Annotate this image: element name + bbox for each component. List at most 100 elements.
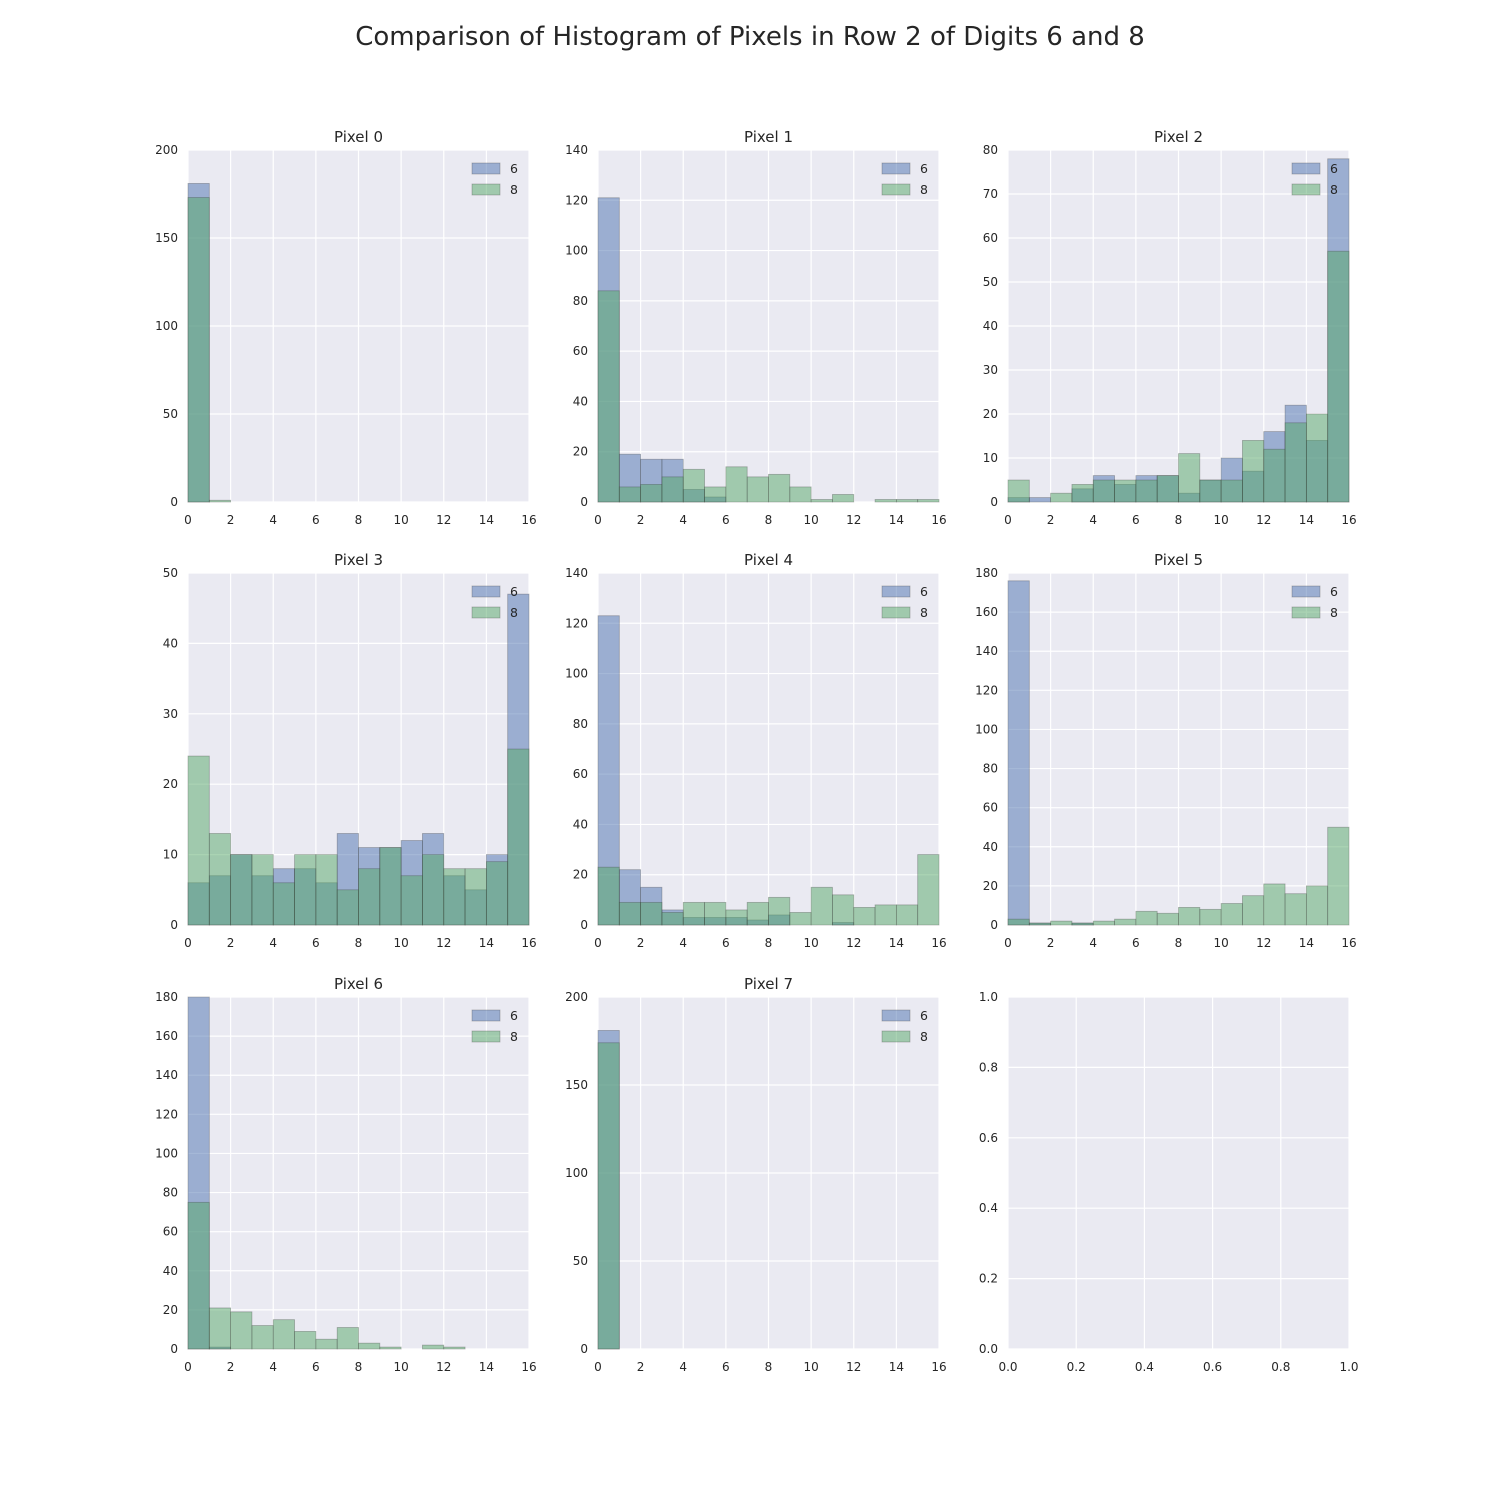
y-tick-label: 60 [163,1225,178,1239]
bar-series-8 [768,896,791,926]
bar-series-8 [187,197,210,503]
subplot-6: 0 2 4 6 8 10 12 14 16020406080100120140160180Pix… [155,975,537,1374]
legend: 68 [881,1008,928,1044]
y-tick-label: 50 [573,1254,588,1268]
bar-series-8 [832,494,855,503]
bar-series-8 [1263,883,1286,926]
x-tick-label: 0 [184,936,192,950]
bar-series-8 [1114,479,1137,503]
subplot-title: Pixel 7 [744,975,793,993]
bar-series-8 [1199,479,1222,503]
x-tick-label: 14 [479,1360,494,1374]
bar-series-8 [917,854,940,926]
y-tick-label: 0 [580,918,588,932]
bar-series-8 [1305,413,1329,503]
bar-series-8 [443,868,466,926]
legend: 68 [1291,584,1338,620]
legend-label-6: 6 [510,584,518,599]
x-tick-label: 0 [1004,936,1012,950]
legend-swatch-6 [881,162,911,175]
legend-label-6: 6 [1330,584,1338,599]
subplot-5: 0 2 4 6 8 10 12 14 16020406080100120140160180Pix… [975,551,1357,950]
y-tick-label: 40 [983,319,998,333]
bar-series-8 [272,882,295,926]
x-tick-label: 14 [1299,513,1314,527]
bar-series-8 [443,1346,466,1350]
bar-series-8 [422,854,445,926]
bar-series-8 [640,483,663,503]
bar-series-8 [682,901,705,926]
bar-series-8 [597,866,620,926]
y-tick-label: 40 [983,840,998,854]
y-tick-label: 0.8 [979,1060,998,1074]
y-tick-label: 80 [573,717,588,731]
bar-series-8 [358,1342,381,1350]
bar-series-8 [725,466,748,503]
legend-swatch-8 [881,183,911,196]
legend-label-8: 8 [920,182,928,197]
x-tick-label: 2 [637,1360,645,1374]
bar-series-8 [400,875,423,926]
y-tick-label: 140 [565,143,588,157]
x-tick-label: 0 [1004,513,1012,527]
x-tick-label: 12 [1256,936,1271,950]
x-tick-label: 0.4 [1135,1360,1154,1374]
bar-series-8 [640,901,663,926]
x-tick-label: 8 [765,1360,773,1374]
y-tick-label: 150 [155,231,178,245]
y-tick-label: 60 [983,801,998,815]
x-tick-label: 8 [765,513,773,527]
bar-series-8 [208,499,232,503]
subplot-8: 0.0 0.2 0.4 0.6 0.8 1.0 0.0 0.2 0.4 0.6 0.8 1.0 [979,990,1359,1374]
legend: 68 [881,584,928,620]
x-tick-label: 0 [594,513,602,527]
x-tick-label: 2 [1047,513,1055,527]
x-tick-label: 2 [227,936,235,950]
legend-label-8: 8 [1330,605,1338,620]
x-tick-label: 0 [184,513,192,527]
bar-series-8 [1199,908,1222,926]
x-tick-label: 12 [846,936,861,950]
bar-series-6 [1028,497,1052,503]
x-tick-label: 14 [1299,936,1314,950]
bar-series-8 [1284,422,1307,503]
bar-series-8 [746,476,769,503]
x-tick-label: 10 [1213,936,1228,950]
legend-swatch-6 [471,585,501,598]
legend-swatch-8 [471,1030,501,1043]
bar-series-8 [810,499,833,503]
y-tick-label: 60 [983,231,998,245]
x-tick-label: 10 [393,513,408,527]
bar-series-8 [315,1338,338,1350]
y-tick-label: 120 [565,193,588,207]
x-tick-label: 10 [803,936,818,950]
x-tick-label: 16 [521,1360,536,1374]
bar-series-8 [853,907,876,926]
legend-label-6: 6 [920,1008,928,1023]
x-tick-label: 0.6 [1203,1360,1222,1374]
bar-series-8 [208,1307,232,1350]
x-tick-label: 14 [479,513,494,527]
legend: 68 [471,584,518,620]
bar-series-8 [336,889,359,926]
bar-series-8 [1007,918,1030,926]
y-tick-label: 40 [163,636,178,650]
bar-series-8 [618,901,642,926]
legend-swatch-8 [881,1030,911,1043]
x-tick-label: 1.0 [1339,1360,1358,1374]
bar-series-8 [336,1327,359,1350]
legend-label-6: 6 [920,161,928,176]
bar-series-8 [597,290,620,503]
y-tick-label: 0 [580,1342,588,1356]
bar-series-8 [1092,920,1115,926]
bar-series-8 [1156,475,1179,503]
x-tick-label: 2 [637,936,645,950]
bar-series-8 [379,847,402,926]
bar-series-8 [1050,492,1073,503]
y-tick-label: 0.6 [979,1131,998,1145]
y-tick-label: 160 [155,1029,178,1043]
subplot-title: Pixel 4 [744,551,793,569]
x-tick-label: 6 [312,1360,320,1374]
